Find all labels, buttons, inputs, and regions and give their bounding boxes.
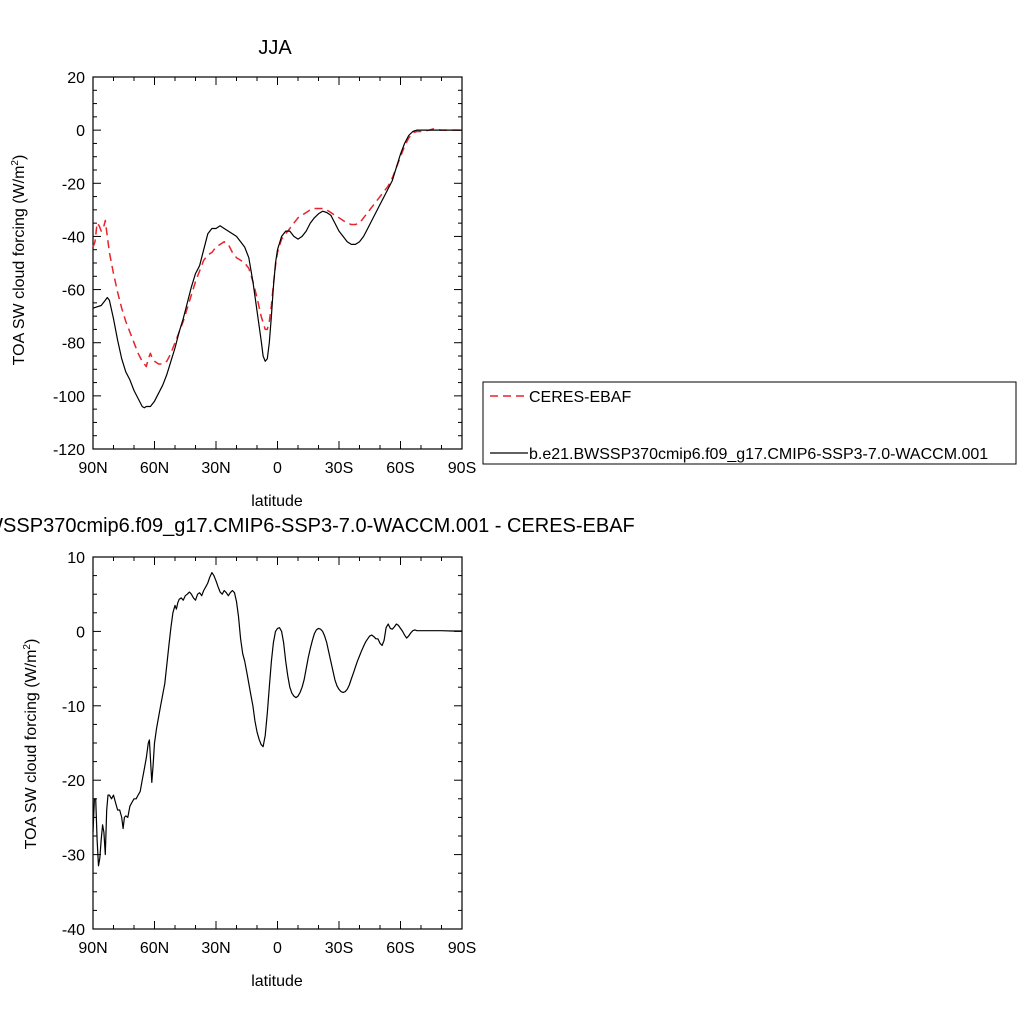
bottom-x-tick-label: 30S (325, 940, 353, 957)
top-y-axis-label-sup: 2 (10, 160, 21, 166)
bottom-panel: b.e21.BWSSP370cmip6.f09_g17.CMIP6-SSP3-7… (0, 515, 635, 990)
bottom-series-line-model (92, 572, 462, 867)
bottom-x-tick-label: 30N (201, 940, 230, 957)
top-series-line-model (92, 129, 462, 409)
bottom-y-tick-label: -20 (62, 773, 85, 790)
bottom-y-axis-label-main: TOA SW cloud forcing (W/m (23, 650, 40, 850)
bottom-x-tick-label: 60S (386, 940, 414, 957)
legend-box (482, 381, 1017, 465)
bottom-y-tick-label: -40 (62, 922, 85, 939)
bottom-x-tick-label: 90S (448, 940, 476, 957)
bottom-x-tick-label: 60N (140, 940, 169, 957)
top-y-axis-label-close: ) (11, 155, 28, 160)
top-y-tick-label: 20 (67, 70, 85, 87)
top-y-tick-label: -80 (62, 336, 85, 353)
legend-label-ceres: CERES-EBAF (529, 389, 631, 406)
top-y-axis-label-main: TOA SW cloud forcing (W/m (11, 166, 28, 366)
legend: CERES-EBAF b.e21.BWSSP370cmip6.f09_g17.C… (482, 381, 1017, 465)
bottom-y-axis-label-sup: 2 (22, 644, 33, 650)
top-plot-frame (92, 76, 463, 450)
bottom-x-axis-label: latitude (251, 973, 303, 990)
top-y-tick-label: -60 (62, 283, 85, 300)
top-axes: 90N 60N 30N 0 30S 60S 90S 20 0 -20 -40 -60 -80 -100 -1… (53, 70, 476, 477)
bottom-y-axis-label-close: ) (23, 639, 40, 644)
top-x-tick-label: 30S (325, 460, 353, 477)
bottom-x-tick-label: 0 (273, 940, 282, 957)
bottom-y-tick-label: 0 (76, 624, 85, 641)
top-x-tick-label: 60N (140, 460, 169, 477)
top-x-tick-label: 0 (273, 460, 282, 477)
bottom-y-tick-label: -30 (62, 848, 85, 865)
top-series-group (92, 128, 462, 409)
top-x-tick-label: 90S (448, 460, 476, 477)
bottom-axes: 90N 60N 30N 0 30S 60S 90S 10 0 -10 -20 -30 -40 (62, 550, 476, 957)
top-y-tick-label: -40 (62, 229, 85, 246)
bottom-chart-title: b.e21.BWSSP370cmip6.f09_g17.CMIP6-SSP3-7… (0, 515, 635, 537)
top-x-axis-label: latitude (251, 493, 303, 510)
top-y-tick-label: -100 (53, 389, 85, 406)
top-y-axis-label: TOA SW cloud forcing (W/m2) (10, 155, 28, 366)
top-x-tick-label: 60S (386, 460, 414, 477)
top-y-tick-label: -120 (53, 442, 85, 459)
top-x-tick-label: 90N (78, 460, 107, 477)
bottom-y-axis-label: TOA SW cloud forcing (W/m2) (22, 639, 40, 850)
bottom-x-tick-label: 90N (78, 940, 107, 957)
bottom-y-tick-label: 10 (67, 550, 85, 567)
top-panel: JJA 90N 60N 30N 0 30S 60S 90S 20 0 -20 -40 -60 -80 -1… (10, 37, 476, 510)
top-chart-title: JJA (258, 37, 292, 59)
bottom-y-tick-label: -10 (62, 699, 85, 716)
top-series-line-ceres (92, 128, 462, 368)
top-y-tick-label: -20 (62, 176, 85, 193)
top-x-tick-label: 30N (201, 460, 230, 477)
bottom-series-group (92, 572, 462, 867)
legend-label-model: b.e21.BWSSP370cmip6.f09_g17.CMIP6-SSP3-7… (529, 446, 988, 463)
top-y-tick-label: 0 (76, 123, 85, 140)
